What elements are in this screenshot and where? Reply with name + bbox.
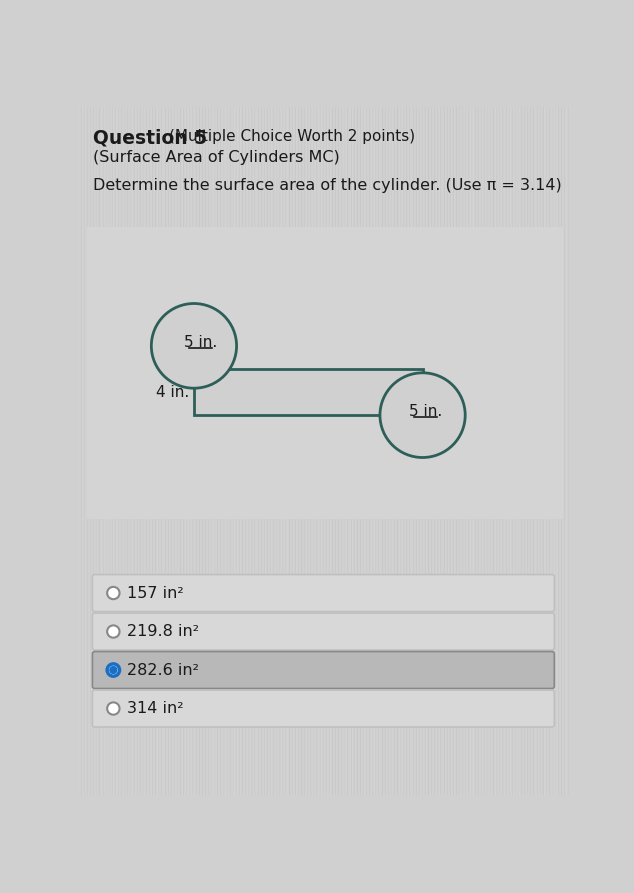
FancyBboxPatch shape: [93, 613, 554, 650]
Text: 314 in²: 314 in²: [127, 701, 183, 716]
FancyBboxPatch shape: [93, 690, 554, 727]
Text: 4 in.: 4 in.: [156, 385, 190, 399]
Circle shape: [107, 625, 120, 638]
Text: Determine the surface area of the cylinder. (Use π = 3.14): Determine the surface area of the cylind…: [93, 178, 562, 193]
Bar: [87, 227, 563, 519]
FancyBboxPatch shape: [93, 574, 554, 612]
Text: 219.8 in²: 219.8 in²: [127, 624, 198, 639]
Text: 282.6 in²: 282.6 in²: [127, 663, 198, 678]
Text: (Multiple Choice Worth 2 points): (Multiple Choice Worth 2 points): [169, 129, 415, 144]
Text: 5 in.: 5 in.: [409, 404, 443, 419]
FancyBboxPatch shape: [93, 652, 554, 689]
Text: Question 5: Question 5: [93, 129, 207, 147]
Bar: [194, 369, 423, 415]
Text: 5 in.: 5 in.: [183, 335, 217, 349]
Text: (Surface Area of Cylinders MC): (Surface Area of Cylinders MC): [93, 150, 340, 165]
Circle shape: [107, 587, 120, 599]
Circle shape: [380, 372, 465, 457]
Circle shape: [107, 703, 120, 714]
Circle shape: [110, 666, 117, 673]
Circle shape: [107, 663, 120, 676]
Circle shape: [152, 304, 236, 388]
Text: 157 in²: 157 in²: [127, 586, 183, 600]
